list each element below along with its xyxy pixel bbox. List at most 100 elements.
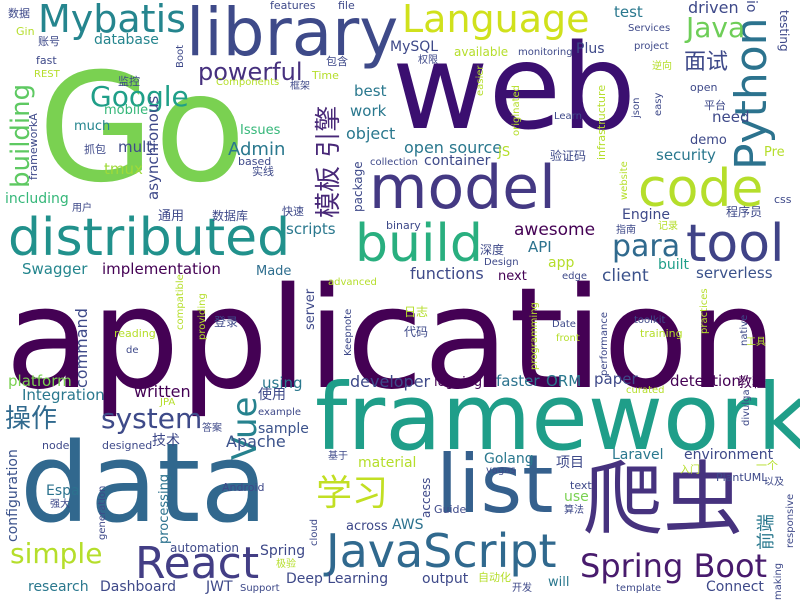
word-advanced: advanced (328, 277, 377, 288)
word-security: security (656, 146, 716, 164)
word-practices: practices (699, 288, 710, 334)
word-jiankong: 监控 (118, 75, 140, 88)
word-rest: REST (34, 69, 60, 80)
word-need: need (712, 108, 750, 126)
word-kuangjia: 框架 (290, 81, 310, 92)
word-divulga: divulga (741, 389, 752, 426)
word-tongyong: 通用 (158, 209, 185, 224)
word-jwt: JWT (206, 579, 233, 595)
word-reading: reading (114, 327, 156, 340)
word-making: making (773, 562, 784, 600)
word-database: database (94, 32, 159, 48)
word-daima: 代码 (404, 325, 429, 339)
word-scripts: scripts (286, 220, 336, 238)
word-automation: automation (170, 541, 240, 555)
word-project: project (634, 41, 669, 52)
word-aws: AWS (392, 517, 424, 533)
word-configuration: configuration (5, 449, 21, 542)
word-generation: generation (97, 485, 108, 540)
word-sample: sample (258, 421, 309, 437)
word-zhanghao: 账号 (38, 35, 60, 48)
word-compatible: compatible (175, 274, 186, 330)
word-across: across (346, 519, 388, 534)
word-para: para (612, 229, 681, 264)
word-nixiang: 逆向 (652, 61, 672, 72)
word-build: build (355, 214, 483, 274)
word-faster: faster (496, 372, 540, 390)
word-data: data (20, 419, 268, 547)
word-dingan: 答案 (202, 423, 222, 434)
word-programming: programming (529, 302, 540, 370)
word-qianduan: 前端 (756, 514, 777, 550)
word-responsive: responsive (785, 493, 796, 548)
word-apache: Apache (226, 432, 286, 451)
word-denglu: 登录 (214, 315, 239, 329)
word-frameworka: frameworkA (27, 113, 40, 180)
word-engine: Engine (622, 207, 670, 223)
word-qiangda: 强大 (50, 499, 70, 510)
word-opensource: open source (404, 138, 503, 157)
word-binary: binary (386, 219, 421, 232)
word-guide: Guide (434, 503, 467, 516)
word-javascript: JavaScript (326, 524, 557, 578)
word-processing: processing (157, 473, 172, 544)
word-written: written (134, 382, 191, 401)
word-driven: driven (688, 0, 739, 17)
word-kaifa: 开发 (512, 583, 532, 594)
word-open: open (690, 81, 718, 94)
word-template: template (616, 583, 662, 594)
word-testing: testing (777, 10, 791, 52)
word-easy: easy (653, 92, 664, 116)
word-dashboard: Dashboard (100, 579, 176, 595)
word-jilu: 记录 (658, 221, 678, 232)
word-functions: functions (410, 264, 484, 283)
word-learn: Learn (554, 111, 582, 122)
word-multi: multi (118, 138, 157, 156)
word-integration: Integration (22, 386, 105, 404)
word-app: app (548, 255, 575, 271)
word-cloud: cloud (309, 518, 320, 546)
word-jiyu: 基于 (328, 451, 348, 462)
word-front: front (556, 333, 580, 344)
word-shujuku: 数据库 (212, 209, 249, 223)
word-react: React (135, 538, 260, 589)
word-object: object (346, 124, 396, 143)
word-yiji: 以及 (764, 477, 784, 488)
word-asynchronous: asynchronous (144, 95, 162, 200)
word-providing: providing (197, 293, 208, 340)
word-website: website (619, 161, 630, 200)
word-awesome: awesome (514, 220, 596, 240)
word-serverless: serverless (696, 264, 773, 282)
word-code: code (638, 159, 764, 219)
word-based: based (238, 155, 272, 168)
word-yige: 一个 (756, 459, 778, 472)
word-performance: performance (599, 311, 610, 376)
word-shiyong: 使用 (258, 387, 286, 403)
word-jpa: JPA (160, 397, 176, 408)
word-use: use (564, 489, 589, 505)
word-json: json (631, 97, 642, 118)
word-research: research (28, 579, 89, 595)
word-simple: simple (10, 537, 103, 570)
word-paper: paper (594, 370, 638, 388)
word-originated: originated (511, 84, 522, 136)
word-designed: designed (102, 439, 153, 452)
word-example: example (258, 407, 302, 418)
word-services: Services (628, 23, 671, 34)
word-google: Google (90, 80, 189, 113)
word-jishu: 技术 (152, 433, 180, 449)
word-connect: Connect (706, 579, 764, 595)
word-xiangmu: 项目 (556, 455, 584, 471)
word-command: command (72, 308, 91, 388)
word-logging: logging (434, 375, 483, 390)
word-detection: detection (670, 372, 741, 390)
word-gin: Gin (16, 25, 35, 38)
word-next: next (498, 269, 527, 284)
word-implementation: implementation (102, 260, 221, 278)
word-access: access (419, 477, 433, 518)
word-demo: demo (690, 133, 727, 148)
word-container: container (424, 153, 491, 169)
word-swagger: Swagger (22, 260, 88, 278)
word-shixian: 实线 (252, 165, 274, 178)
word-text: text (570, 479, 592, 492)
